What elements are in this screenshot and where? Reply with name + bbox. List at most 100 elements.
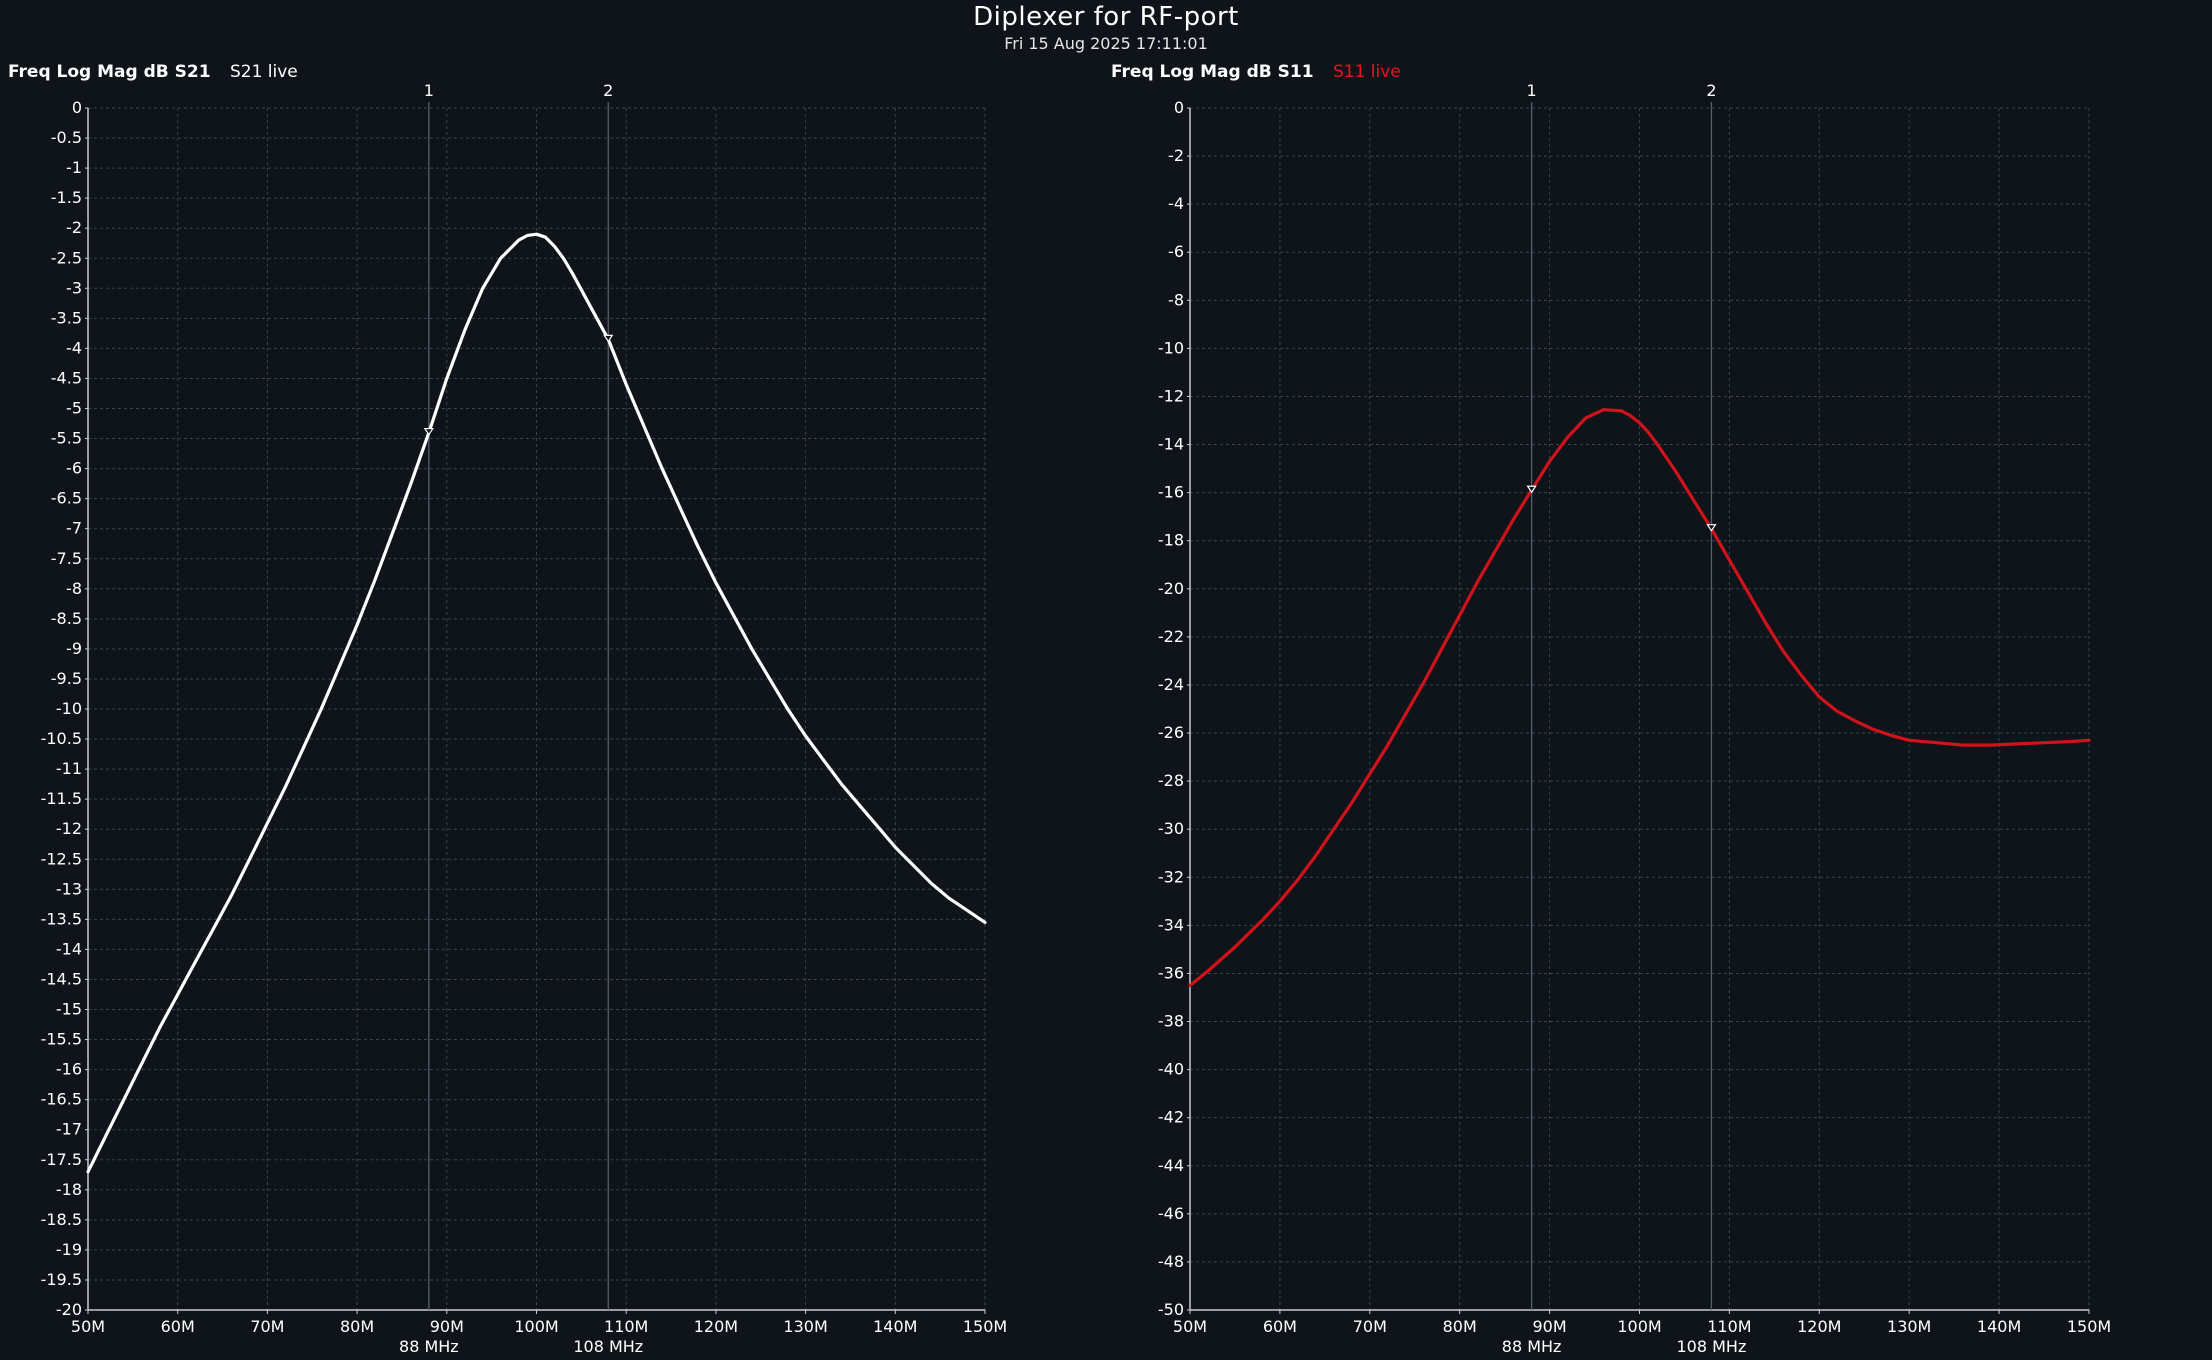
marker-1-freq-label: 88 MHz (399, 1337, 459, 1356)
s11-x-tick-label: 100M (1617, 1317, 1661, 1336)
s21-x-tick-label: 150M (963, 1317, 1007, 1336)
s11-y-tick-label: -14 (1158, 435, 1184, 454)
marker-1-triangle-s21 (423, 427, 434, 436)
s21-y-tick-label: -19 (56, 1240, 82, 1259)
s21-y-tick-label: -18 (56, 1180, 82, 1199)
s21-y-tick-label: -9 (66, 639, 82, 658)
s11-y-tick-label: -48 (1158, 1252, 1184, 1271)
s21-y-tick-label: -6.5 (51, 489, 82, 508)
s21-y-tick-label: -20 (56, 1300, 82, 1319)
s11-x-tick-label: 70M (1353, 1317, 1387, 1336)
s11-y-tick-label: -32 (1158, 867, 1184, 886)
s11-y-tick-label: -16 (1158, 483, 1184, 502)
chart-title: Diplexer for RF-port (973, 2, 1239, 32)
s21-y-tick-label: -17.5 (41, 1150, 82, 1169)
s21-y-tick-label: -12 (56, 819, 82, 838)
s21-y-tick-label: -15.5 (41, 1030, 82, 1049)
s21-live-label: S21 live (229, 62, 298, 82)
s11-y-tick-label: 0 (1174, 98, 1184, 117)
s11-x-tick-label: 50M (1173, 1317, 1207, 1336)
s21-format-label: Freq Log Mag dB S21 (8, 62, 211, 82)
s11-trace (1188, 408, 2091, 988)
s21-y-tick-label: -2 (66, 218, 82, 237)
s21-x-tick-label: 50M (71, 1317, 105, 1336)
s11-format-label: Freq Log Mag dB S11 (1111, 62, 1314, 82)
marker-1-number: 1 (1527, 81, 1537, 100)
s11-x-tick-label: 120M (1797, 1317, 1841, 1336)
marker-1-number: 1 (424, 81, 434, 100)
s21-trace (86, 232, 987, 1174)
s11-x-tick-label: 140M (1977, 1317, 2021, 1336)
s11-y-tick-label: -18 (1158, 531, 1184, 550)
s21-x-tick-label: 110M (604, 1317, 648, 1336)
s11-y-tick-label: -34 (1158, 915, 1184, 934)
s21-y-tick-label: -13.5 (41, 909, 82, 928)
marker-2-freq-label: 108 MHz (1676, 1337, 1746, 1356)
s21-y-tick-label: -16 (56, 1060, 82, 1079)
s21-y-tick-label: -1 (66, 158, 82, 177)
s11-y-tick-label: -6 (1168, 242, 1184, 261)
s21-y-tick-label: -19.5 (41, 1270, 82, 1289)
s11-y-tick-label: -46 (1158, 1204, 1184, 1223)
s21-y-tick-label: -11.5 (41, 789, 82, 808)
s11-y-tick-label: -24 (1158, 675, 1184, 694)
s21-y-tick-label: -5.5 (51, 429, 82, 448)
s11-y-tick-label: -28 (1158, 771, 1184, 790)
marker-2-freq-label: 108 MHz (573, 1337, 643, 1356)
s21-y-tick-label: -14 (56, 939, 82, 958)
s11-y-tick-label: -44 (1158, 1156, 1184, 1175)
s11-y-tick-label: -36 (1158, 963, 1184, 982)
s11-y-tick-label: -8 (1168, 290, 1184, 309)
marker-2-number: 2 (603, 81, 613, 100)
s11-x-tick-label: 110M (1707, 1317, 1751, 1336)
marker-1-triangle-s11 (1526, 485, 1537, 494)
s11-y-tick-label: -30 (1158, 819, 1184, 838)
s21-x-tick-label: 80M (340, 1317, 374, 1336)
s11-x-tick-label: 150M (2067, 1317, 2111, 1336)
s21-y-tick-label: -10.5 (41, 729, 82, 748)
s21-y-tick-label: -15 (56, 1000, 82, 1019)
s21-y-tick-label: -5 (66, 399, 82, 418)
s21-y-tick-label: -3.5 (51, 308, 82, 327)
s21-x-tick-label: 100M (514, 1317, 558, 1336)
s11-y-tick-label: -2 (1168, 146, 1184, 165)
s21-y-tick-label: -17 (56, 1120, 82, 1139)
s11-y-tick-label: -38 (1158, 1012, 1184, 1031)
s11-y-tick-label: -20 (1158, 579, 1184, 598)
s11-y-tick-label: -10 (1158, 338, 1184, 357)
s21-y-tick-label: -3 (66, 278, 82, 297)
s21-panel-header: Freq Log Mag dB S21 S21 live (8, 62, 298, 82)
s21-y-tick-label: -12.5 (41, 849, 82, 868)
chart-timestamp: Fri 15 Aug 2025 17:11:01 (1004, 34, 1208, 53)
s11-y-tick-label: -42 (1158, 1108, 1184, 1127)
s21-y-tick-label: -8.5 (51, 609, 82, 628)
s11-panel-header: Freq Log Mag dB S11 S11 live (1111, 62, 1401, 82)
s11-y-tick-label: -22 (1158, 627, 1184, 646)
s21-x-tick-label: 90M (430, 1317, 464, 1336)
s11-y-tick-label: -4 (1168, 194, 1184, 213)
s21-y-tick-label: -6 (66, 459, 82, 478)
s11-x-tick-label: 90M (1533, 1317, 1567, 1336)
s21-x-tick-label: 130M (783, 1317, 827, 1336)
s21-x-tick-label: 60M (161, 1317, 195, 1336)
s21-y-tick-label: -13 (56, 879, 82, 898)
marker-1-freq-label: 88 MHz (1502, 1337, 1562, 1356)
s21-y-tick-label: -8 (66, 579, 82, 598)
s11-chart: 0 -2 -4 -6 -8 -10 -12 -14 -16 -18 -20 -22 -24 -26 -28 -… (1158, 81, 2111, 1356)
s21-y-tick-label: -11 (56, 759, 82, 778)
s11-live-label: S11 live (1332, 62, 1401, 82)
s21-x-tick-label: 120M (694, 1317, 738, 1336)
s21-x-tick-label: 140M (873, 1317, 917, 1336)
s11-y-tick-label: -40 (1158, 1060, 1184, 1079)
s11-x-tick-label: 130M (1887, 1317, 1931, 1336)
s21-y-tick-label: -18.5 (41, 1210, 82, 1229)
s21-y-tick-label: -4 (66, 338, 82, 357)
s21-y-tick-label: -14.5 (41, 969, 82, 988)
s11-y-tick-label: -50 (1158, 1300, 1184, 1319)
s21-y-tick-label: -16.5 (41, 1090, 82, 1109)
s21-y-tick-label: 0 (72, 98, 82, 117)
s21-chart: 0 -0.5 -1 -1.5 -2 -2.5 -3 -3.5 -4 -4.5 -5 -5.5 -6 -6.… (41, 81, 1008, 1356)
s21-y-tick-label: -7.5 (51, 549, 82, 568)
s11-x-tick-label: 60M (1263, 1317, 1297, 1336)
